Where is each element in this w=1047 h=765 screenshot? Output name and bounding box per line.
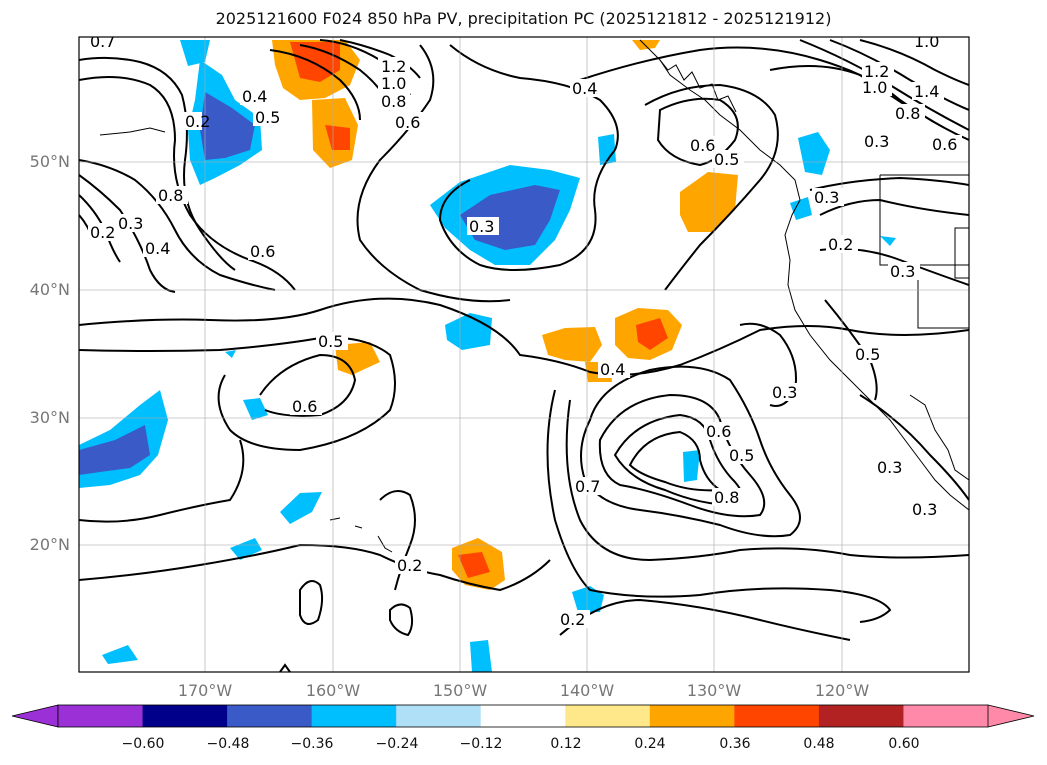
colorbar-tick: −0.60 [121,736,165,752]
colorbar-segment [142,705,228,727]
colorbar-segment [480,705,566,727]
contour-label: 0.3 [118,214,143,233]
lon-label-150w: 150°W [432,681,488,700]
lat-label-30n: 30°N [29,408,70,427]
colorbar-tick: 0.48 [803,736,835,752]
contour-label: 0.6 [250,242,275,261]
colorbar-segment [311,705,397,727]
contour-label: 0.8 [381,92,406,111]
lat-label-50n: 50°N [29,152,70,171]
contour-label: 0.7 [90,32,115,51]
colorbar-segment [396,705,482,727]
contour-label: 0.3 [912,500,937,519]
contour-label: 0.5 [714,150,739,169]
lat-label-40n: 40°N [29,280,70,299]
contour-label: 1.0 [914,32,939,51]
contour-label: 0.5 [318,332,343,351]
contour-label: 0.6 [292,397,317,416]
contour-label: 1.2 [381,57,406,76]
colorbar-tick: −0.48 [206,736,250,752]
colorbar-tick: 0.12 [550,736,582,752]
contour-label: 0.4 [572,79,597,98]
contour-label: 0.8 [895,104,920,123]
contour-label: 0.5 [255,108,280,127]
contour-label: 0.4 [242,87,267,106]
colorbar [11,704,1035,728]
contour-label: 0.4 [145,239,170,258]
contour-label: 0.2 [397,556,422,575]
contour-label: 0.5 [729,446,754,465]
colorbar-segment [903,705,989,727]
contour-label: 0.8 [158,186,183,205]
colorbar-segment [818,705,904,727]
colorbar-segment [649,705,735,727]
contour-label: 1.2 [864,62,889,81]
contour-label: 0.6 [690,136,715,155]
contour-label: 0.6 [932,135,957,154]
contour-label: 0.2 [185,112,210,131]
contour-label: 0.6 [395,113,420,132]
contour-label: 0.4 [600,360,625,379]
precip-negative-areas [79,40,896,672]
contour-label: 0.2 [828,235,853,254]
colorbar-segment [565,705,651,727]
contour-label: 1.0 [862,78,887,97]
colorbar-tick: −0.12 [459,736,503,752]
lon-label-120w: 120°W [814,681,870,700]
gridlines [79,37,969,672]
lat-label-20n: 20°N [29,535,70,554]
contour-label: 0.7 [575,477,600,496]
contour-label: 0.6 [706,422,731,441]
contour-label: 0.2 [90,223,115,242]
lon-label-140w: 140°W [559,681,615,700]
contour-label: 0.3 [814,188,839,207]
lon-label-130w: 130°W [686,681,742,700]
map-border [78,36,970,673]
colorbar-segment [58,705,144,727]
contour-label: 0.3 [772,383,797,402]
colorbar-tick: 0.36 [719,736,751,752]
contour-label: 1.0 [381,74,406,93]
contour-label: 1.4 [914,82,939,101]
contour-label: 0.3 [469,217,494,236]
contour-labels: 0.7 0.4 0.5 0.2 1.0 0.8 0.6 1.2 0.4 0.6 … [88,32,962,629]
colorbar-tick: −0.24 [375,736,419,752]
contour-label: 0.3 [864,132,889,151]
colorbar-tick: 0.24 [634,736,666,752]
contour-label: 0.3 [890,262,915,281]
lon-label-170w: 170°W [177,681,233,700]
colorbar-segment [227,705,313,727]
colorbar-border [57,704,989,728]
colorbar-tick: 0.60 [888,736,920,752]
map-title: 2025121600 F024 850 hPa PV, precipitatio… [215,9,832,28]
precip-positive-areas [272,40,738,590]
contour-label: 0.5 [855,345,880,364]
colorbar-segment [734,705,820,727]
contour-label: 0.8 [714,488,739,507]
contour-label: 0.2 [560,610,585,629]
colorbar-tick: −0.36 [290,736,334,752]
lon-label-160w: 160°W [305,681,361,700]
coastlines [99,39,969,553]
contour-label: 0.3 [877,458,902,477]
